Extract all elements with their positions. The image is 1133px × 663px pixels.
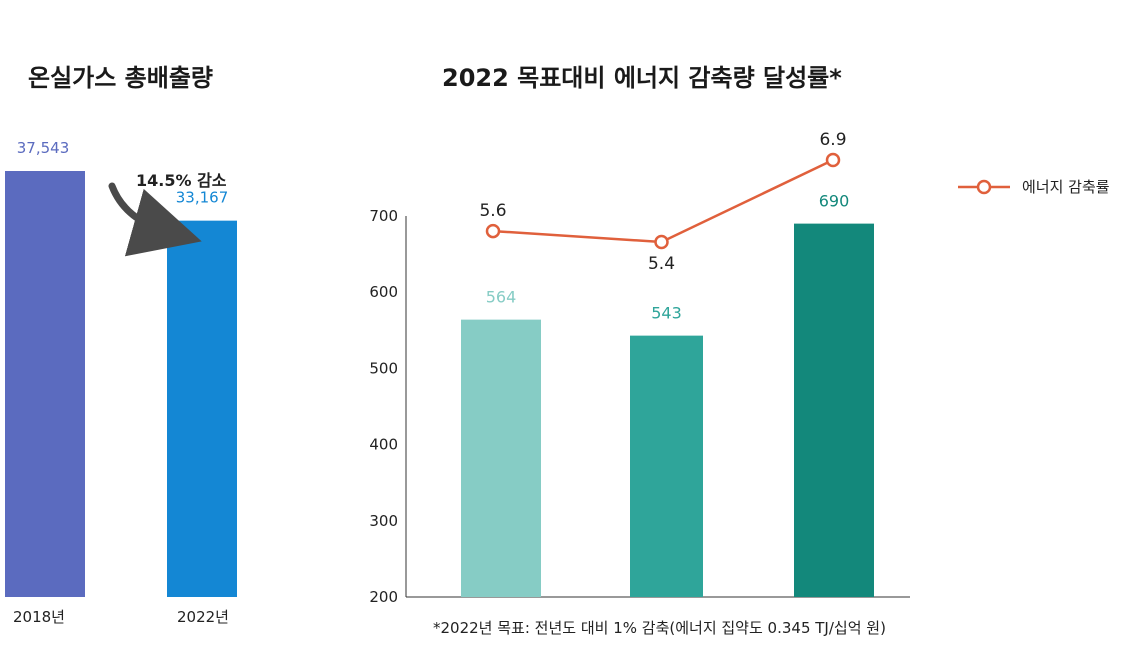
decrease-arrow-icon	[108, 182, 202, 257]
bar-2018년	[5, 171, 85, 597]
y-tick-label: 600	[369, 283, 398, 301]
x-tick-label: 2018년	[13, 608, 65, 626]
x-tick-label: 2022년	[177, 608, 229, 626]
bar-2022년	[167, 220, 237, 597]
bar-value-label: 690	[819, 192, 850, 211]
y-tick-label: 500	[369, 359, 398, 377]
bar-value-label: 33,167	[176, 189, 229, 207]
y-tick-label: 200	[369, 588, 398, 606]
left-chart-title: 온실가스 총배출량	[28, 64, 213, 92]
decrease-annotation: 14.5% 감소	[136, 171, 227, 190]
bar-1	[461, 319, 541, 597]
bar-2	[630, 335, 703, 597]
legend: 에너지 감축률	[958, 176, 1110, 197]
legend-line-marker-icon	[958, 179, 1010, 194]
line-value-label: 6.9	[819, 130, 846, 150]
line-point	[654, 234, 669, 250]
line-point	[485, 223, 501, 239]
bar-value-label: 543	[651, 304, 682, 323]
legend-label: 에너지 감축률	[1022, 178, 1110, 196]
footnote: *2022년 목표: 전년도 대비 1% 감축(에너지 집약도 0.345 TJ…	[433, 619, 886, 637]
bar-value-label: 37,543	[17, 139, 70, 157]
line-value-label: 5.4	[648, 254, 675, 274]
y-tick-label: 400	[369, 436, 398, 454]
right-chart-title: 2022 목표대비 에너지 감축량 달성률*	[442, 64, 842, 92]
reduction-rate-line	[492, 158, 834, 244]
line-value-label: 5.6	[479, 201, 506, 221]
bar-value-label: 564	[486, 288, 517, 307]
y-tick-label: 700	[369, 207, 398, 225]
y-tick-label: 300	[369, 512, 398, 530]
bar-3	[794, 223, 874, 597]
line-point	[825, 152, 841, 168]
